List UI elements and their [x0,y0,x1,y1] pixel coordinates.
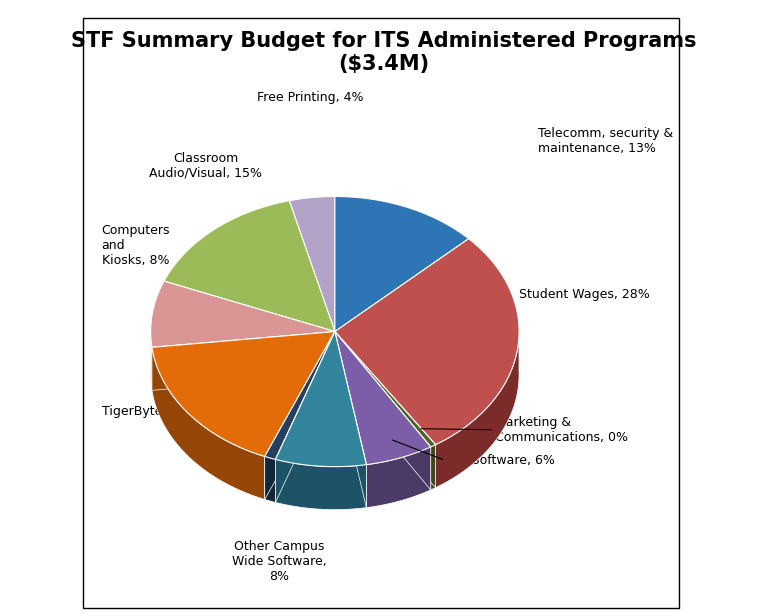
Text: Telecomm, security &
maintenance, 13%: Telecomm, security & maintenance, 13% [538,127,673,155]
Polygon shape [152,348,265,499]
Polygon shape [435,327,519,488]
Text: Other Campus
Wide Software,
8%: Other Campus Wide Software, 8% [232,540,327,583]
Polygon shape [335,332,431,490]
Polygon shape [151,325,152,391]
Text: TigerBytes II, 1%: TigerBytes II, 1% [101,405,207,418]
Polygon shape [152,332,335,391]
Polygon shape [335,196,468,332]
Text: Student Wages, 28%: Student Wages, 28% [519,288,650,301]
Polygon shape [335,332,366,508]
Polygon shape [152,332,335,456]
Polygon shape [431,445,435,490]
Polygon shape [265,332,335,499]
Text: Microsoft Campus
Agreement,  17%: Microsoft Campus Agreement, 17% [175,342,287,370]
Polygon shape [276,332,335,502]
Polygon shape [276,459,366,510]
Polygon shape [290,196,335,332]
Text: Marketing &
Communications, 0%: Marketing & Communications, 0% [495,416,627,444]
Polygon shape [335,332,431,490]
Polygon shape [276,332,335,502]
Polygon shape [335,332,435,488]
Polygon shape [276,332,366,467]
Text: Free Printing, 4%: Free Printing, 4% [257,91,363,104]
Polygon shape [335,332,431,465]
Polygon shape [151,281,335,348]
Text: Classroom
Audio/Visual, 15%: Classroom Audio/Visual, 15% [150,152,263,180]
Text: Computers
and
Kiosks, 8%: Computers and Kiosks, 8% [101,224,170,267]
Polygon shape [366,447,431,508]
Text: STF Summary Budget for ITS Administered Programs
($3.4M): STF Summary Budget for ITS Administered … [71,31,697,74]
Text: Lab Software, 6%: Lab Software, 6% [445,454,555,467]
Polygon shape [265,456,276,502]
Polygon shape [335,239,519,445]
Polygon shape [265,332,335,499]
Polygon shape [335,332,435,488]
Polygon shape [265,332,335,459]
Polygon shape [335,332,435,447]
Polygon shape [164,201,335,332]
Polygon shape [152,332,335,391]
Polygon shape [335,332,366,508]
